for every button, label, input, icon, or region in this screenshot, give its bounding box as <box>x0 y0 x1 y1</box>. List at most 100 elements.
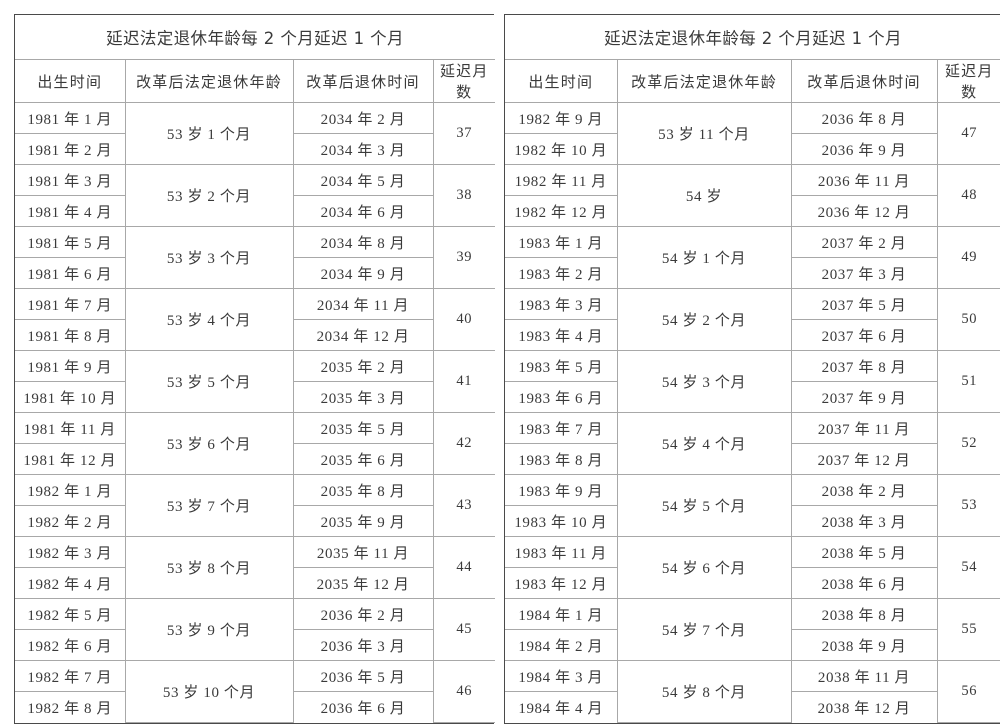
cell-retirement-age: 54 岁 1 个月 <box>616 226 792 289</box>
cell-birth-date: 1981 年 4 月 <box>15 195 126 227</box>
cell-retirement-date: 2037 年 12 月 <box>790 443 937 475</box>
cell-retirement-age: 54 岁 7 个月 <box>616 598 792 661</box>
cell-retirement-age: 53 岁 2 个月 <box>124 164 294 227</box>
cell-retirement-age: 53 岁 11 个月 <box>616 102 792 165</box>
cell-delay-months: 38 <box>432 164 495 227</box>
cell-retirement-age: 53 岁 4 个月 <box>124 288 294 351</box>
table-body-left: 延迟法定退休年龄每 2 个月延迟 1 个月 出生时间 改革后法定退休年龄 改革后退休时… <box>15 15 495 723</box>
cell-birth-date: 1981 年 6 月 <box>15 257 126 289</box>
cell-birth-date: 1982 年 4 月 <box>15 567 126 599</box>
cell-retirement-date: 2036 年 2 月 <box>292 598 434 630</box>
cell-retirement-date: 2034 年 9 月 <box>292 257 433 289</box>
table-title-row: 延迟法定退休年龄每 2 个月延迟 1 个月 <box>505 15 1000 60</box>
cell-birth-date: 1982 年 11 月 <box>505 164 618 196</box>
cell-delay-months: 49 <box>936 226 1000 289</box>
cell-retirement-date: 2038 年 9 月 <box>790 629 937 661</box>
cell-birth-date: 1982 年 10 月 <box>505 133 618 165</box>
cell-retirement-date: 2035 年 12 月 <box>292 567 433 599</box>
cell-birth-date: 1981 年 11 月 <box>15 412 126 444</box>
table-title: 延迟法定退休年龄每 2 个月延迟 1 个月 <box>505 15 1000 60</box>
cell-retirement-age: 53 岁 5 个月 <box>124 350 294 413</box>
cell-delay-months: 42 <box>432 412 495 475</box>
cell-retirement-date: 2034 年 2 月 <box>292 102 434 134</box>
cell-retirement-date: 2036 年 3 月 <box>292 629 433 661</box>
cell-delay-months: 55 <box>936 598 1000 661</box>
table-row: 1983 年 1 月 54 岁 1 个月 2037 年 2 月 49 <box>505 226 1000 289</box>
cell-retirement-date: 2038 年 3 月 <box>790 505 937 537</box>
cell-delay-months: 41 <box>432 350 495 413</box>
cell-delay-months: 47 <box>936 102 1000 165</box>
table-title-row: 延迟法定退休年龄每 2 个月延迟 1 个月 <box>15 15 495 60</box>
cell-retirement-date: 2037 年 11 月 <box>790 412 938 444</box>
table-row: 1981 年 11 月 53 岁 6 个月 2035 年 5 月 42 <box>15 412 495 475</box>
column-header-birth: 出生时间 <box>15 59 126 103</box>
cell-retirement-date: 2036 年 8 月 <box>790 102 938 134</box>
retirement-table-right: 延迟法定退休年龄每 2 个月延迟 1 个月 出生时间 改革后法定退休年龄 改革后退休时… <box>504 14 1000 724</box>
cell-retirement-age: 54 岁 5 个月 <box>616 474 792 537</box>
table-row: 1983 年 8 月 2037 年 12 月 <box>505 443 1000 475</box>
table-row: 1983 年 10 月 2038 年 3 月 <box>505 505 1000 537</box>
cell-retirement-age: 53 岁 3 个月 <box>124 226 294 289</box>
schedule-table: 延迟法定退休年龄每 2 个月延迟 1 个月 出生时间 改革后法定退休年龄 改革后退休时… <box>15 15 495 723</box>
table-header-row: 出生时间 改革后法定退休年龄 改革后退休时间 延迟月数 <box>15 59 495 103</box>
cell-birth-date: 1981 年 12 月 <box>15 443 126 475</box>
cell-birth-date: 1983 年 1 月 <box>505 226 618 258</box>
cell-birth-date: 1983 年 5 月 <box>505 350 618 382</box>
column-header-retirement: 改革后退休时间 <box>292 59 434 103</box>
table-row: 1982 年 6 月 2036 年 3 月 <box>15 629 495 661</box>
cell-delay-months: 56 <box>936 660 1000 723</box>
cell-birth-date: 1984 年 3 月 <box>505 660 618 692</box>
cell-retirement-date: 2034 年 8 月 <box>292 226 434 258</box>
cell-retirement-date: 2034 年 5 月 <box>292 164 434 196</box>
cell-delay-months: 51 <box>936 350 1000 413</box>
cell-retirement-date: 2035 年 6 月 <box>292 443 433 475</box>
cell-retirement-age: 54 岁 4 个月 <box>616 412 792 475</box>
cell-birth-date: 1983 年 12 月 <box>505 567 618 599</box>
cell-birth-date: 1981 年 7 月 <box>15 288 126 320</box>
cell-retirement-age: 53 岁 10 个月 <box>124 660 294 723</box>
table-title: 延迟法定退休年龄每 2 个月延迟 1 个月 <box>15 15 495 60</box>
cell-retirement-date: 2037 年 2 月 <box>790 226 938 258</box>
table-row: 1982 年 10 月 2036 年 9 月 <box>505 133 1000 165</box>
table-row: 1981 年 8 月 2034 年 12 月 <box>15 319 495 351</box>
cell-birth-date: 1981 年 3 月 <box>15 164 126 196</box>
cell-retirement-date: 2035 年 5 月 <box>292 412 434 444</box>
cell-retirement-date: 2034 年 11 月 <box>292 288 434 320</box>
cell-retirement-age: 53 岁 1 个月 <box>124 102 294 165</box>
cell-retirement-date: 2037 年 5 月 <box>790 288 938 320</box>
cell-birth-date: 1981 年 8 月 <box>15 319 126 351</box>
table-row: 1981 年 3 月 53 岁 2 个月 2034 年 5 月 38 <box>15 164 495 227</box>
cell-delay-months: 54 <box>936 536 1000 599</box>
retirement-age-schedule-page: 延迟法定退休年龄每 2 个月延迟 1 个月 出生时间 改革后法定退休年龄 改革后退休时… <box>14 14 1000 724</box>
cell-birth-date: 1983 年 2 月 <box>505 257 618 289</box>
schedule-table: 延迟法定退休年龄每 2 个月延迟 1 个月 出生时间 改革后法定退休年龄 改革后退休时… <box>505 15 1000 723</box>
cell-retirement-age: 54 岁 <box>616 164 792 227</box>
cell-retirement-age: 54 岁 3 个月 <box>616 350 792 413</box>
table-row: 1981 年 5 月 53 岁 3 个月 2034 年 8 月 39 <box>15 226 495 289</box>
cell-birth-date: 1982 年 9 月 <box>505 102 618 134</box>
cell-retirement-age: 53 岁 7 个月 <box>124 474 294 537</box>
table-row: 1981 年 10 月 2035 年 3 月 <box>15 381 495 413</box>
cell-birth-date: 1982 年 1 月 <box>15 474 126 506</box>
cell-retirement-date: 2035 年 3 月 <box>292 381 433 413</box>
table-row: 1981 年 12 月 2035 年 6 月 <box>15 443 495 475</box>
column-header-delay: 延迟月数 <box>432 59 495 103</box>
cell-delay-months: 52 <box>936 412 1000 475</box>
cell-birth-date: 1983 年 7 月 <box>505 412 618 444</box>
table-row: 1983 年 12 月 2038 年 6 月 <box>505 567 1000 599</box>
cell-retirement-date: 2034 年 3 月 <box>292 133 433 165</box>
cell-birth-date: 1981 年 9 月 <box>15 350 126 382</box>
cell-birth-date: 1981 年 2 月 <box>15 133 126 165</box>
table-row: 1983 年 11 月 54 岁 6 个月 2038 年 5 月 54 <box>505 536 1000 599</box>
cell-retirement-age: 53 岁 9 个月 <box>124 598 294 661</box>
cell-retirement-age: 54 岁 2 个月 <box>616 288 792 351</box>
cell-retirement-date: 2038 年 11 月 <box>790 660 938 692</box>
cell-delay-months: 53 <box>936 474 1000 537</box>
cell-retirement-age: 54 岁 8 个月 <box>616 660 792 723</box>
retirement-table-left: 延迟法定退休年龄每 2 个月延迟 1 个月 出生时间 改革后法定退休年龄 改革后退休时… <box>14 14 495 724</box>
table-row: 1983 年 4 月 2037 年 6 月 <box>505 319 1000 351</box>
cell-birth-date: 1982 年 5 月 <box>15 598 126 630</box>
cell-birth-date: 1982 年 7 月 <box>15 660 126 692</box>
table-row: 1982 年 2 月 2035 年 9 月 <box>15 505 495 537</box>
cell-retirement-age: 53 岁 8 个月 <box>124 536 294 599</box>
